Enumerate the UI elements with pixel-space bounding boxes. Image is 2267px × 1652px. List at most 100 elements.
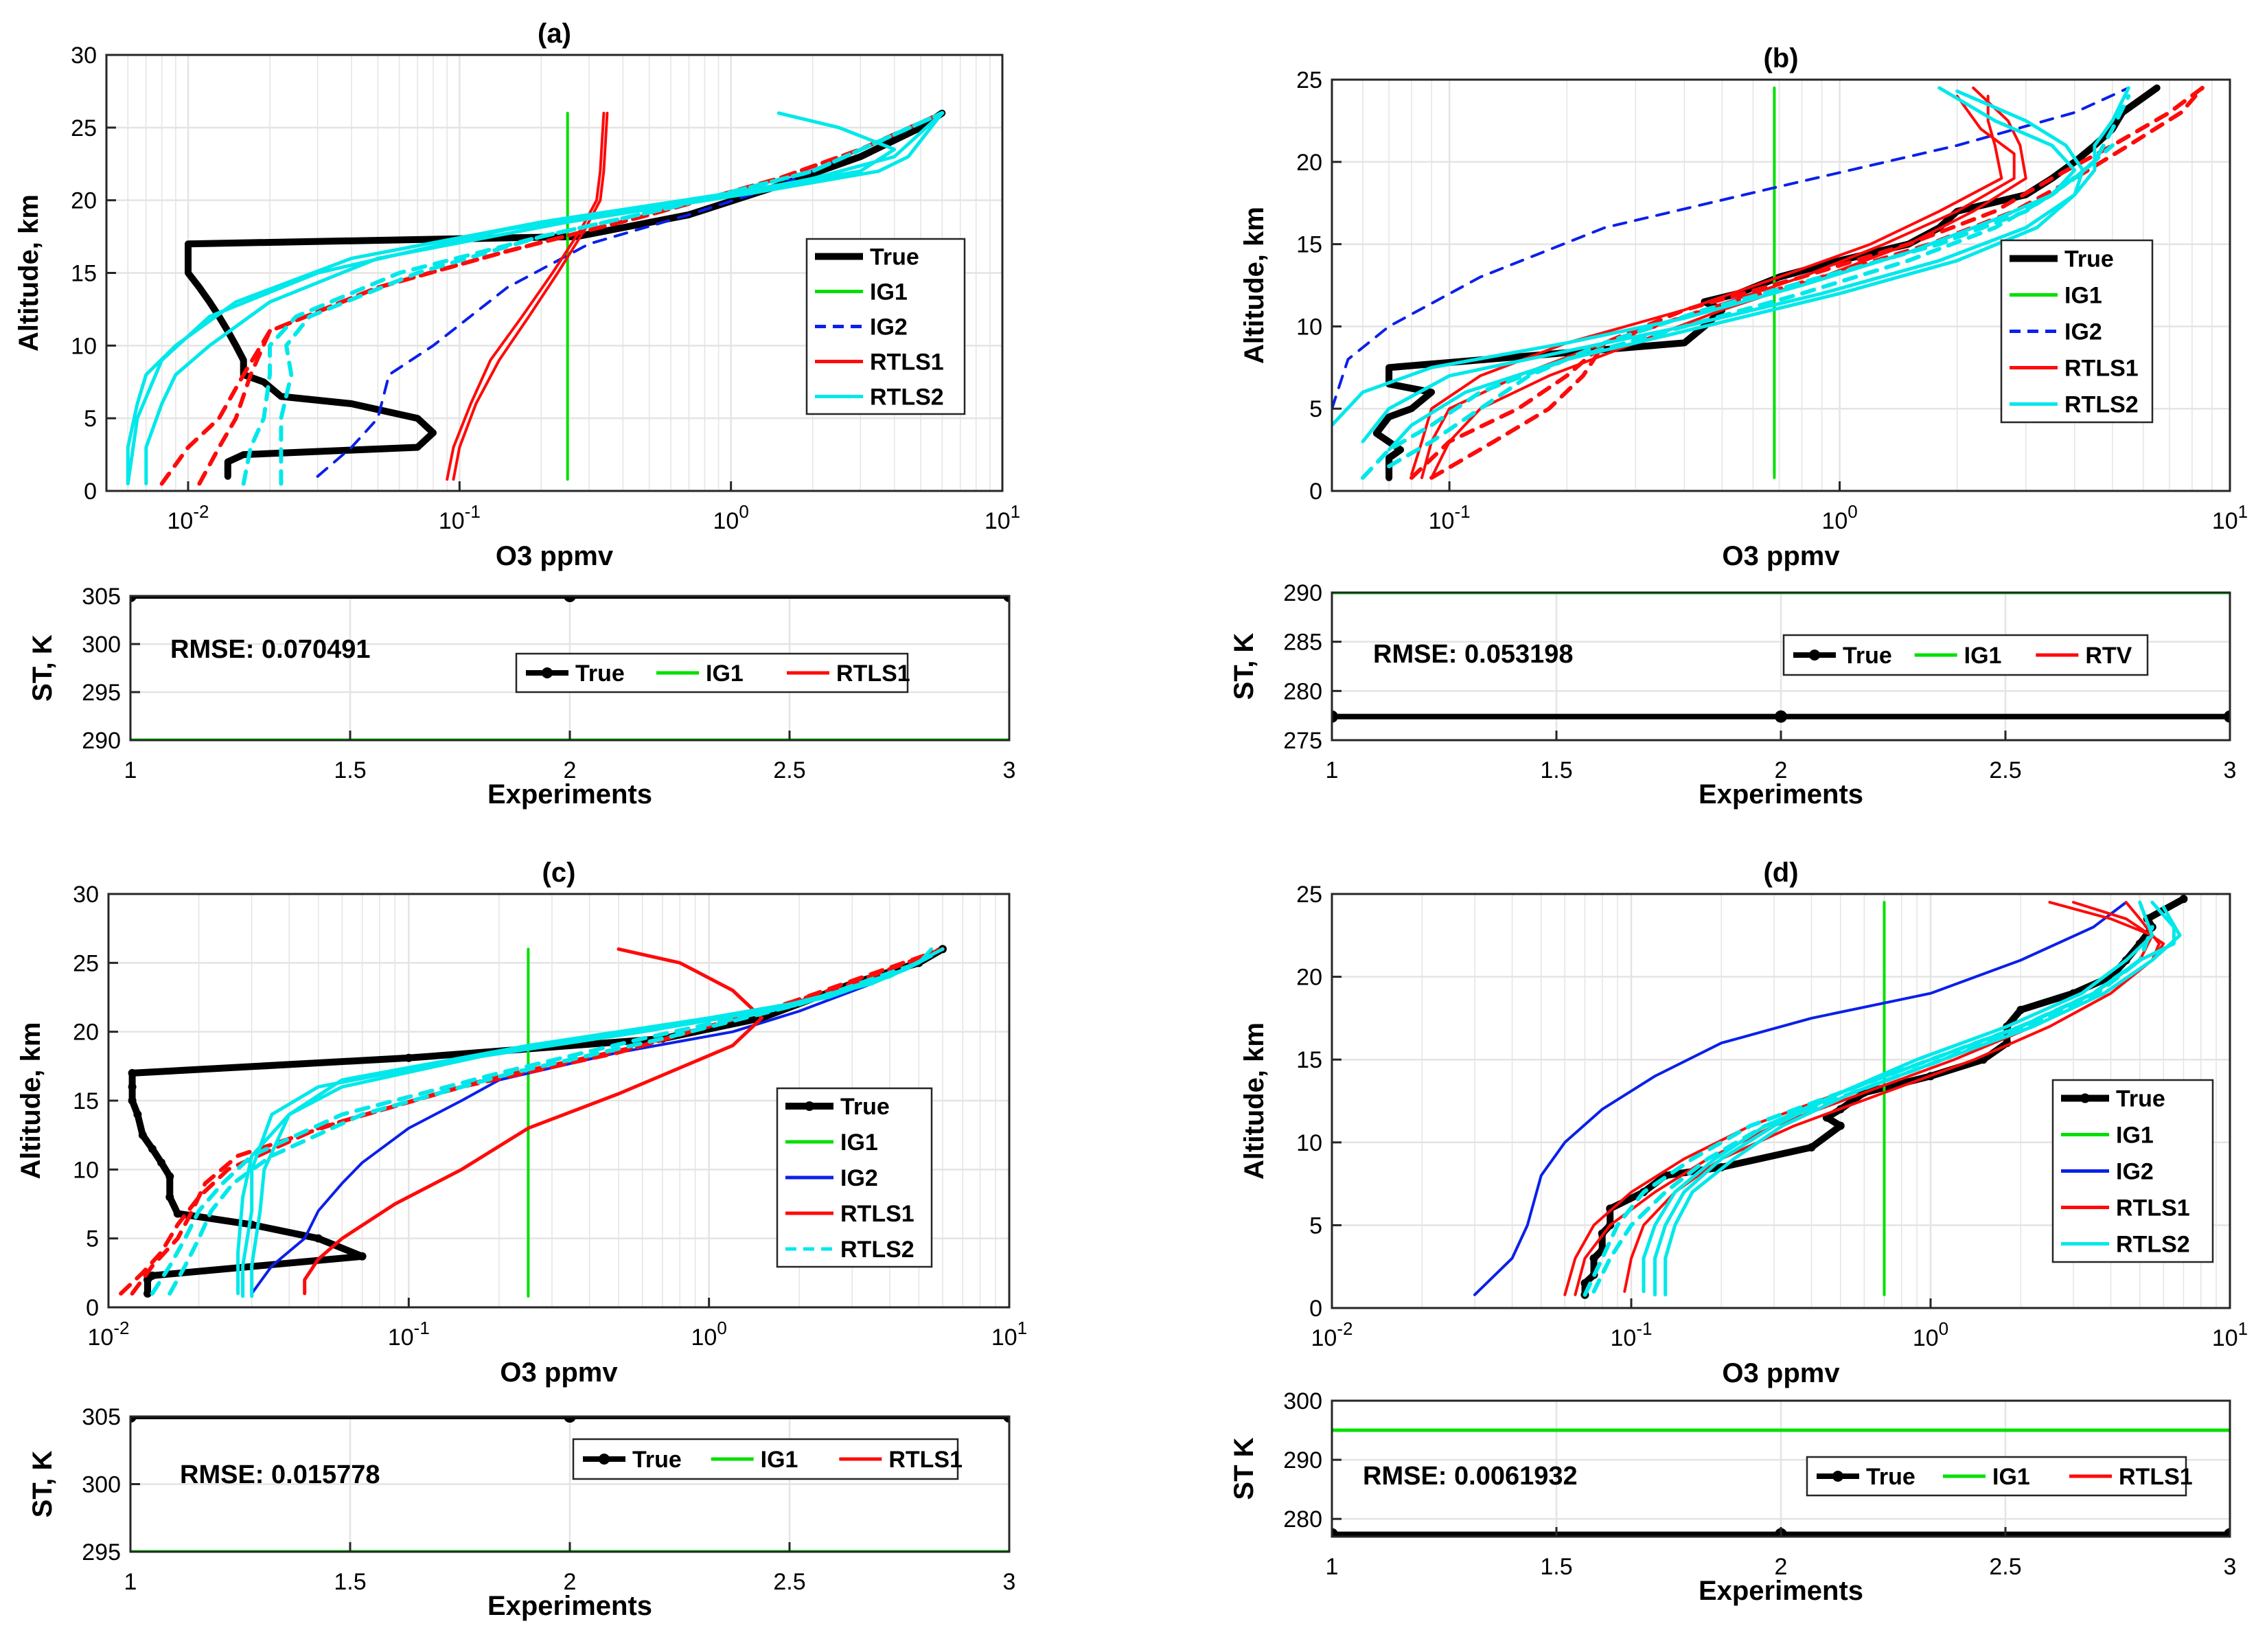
y-tick-label: 15 [1296,1047,1322,1073]
series-line-ig2 [250,948,944,1295]
panel-a2: 1 1.5 2 2.5 3 290 295 300 305 Experiments ST, K RMS… [27,584,1015,810]
legend-marker-true [599,1454,610,1465]
y-tick-label: 25 [73,950,99,976]
x-axis-label: Experiments [1699,779,1863,810]
data-point-true [1580,1278,1589,1287]
series-line-rtls1 [303,947,764,1296]
panel-title: (b) [1763,43,1798,73]
x-tick-label: 2.5 [1989,1554,2021,1580]
series-group [126,109,946,486]
x-tick-label: 101 [2212,1318,2248,1351]
legend-label-rtls2: RTLS2 [870,385,944,411]
y-tick-label: 5 [1309,1213,1322,1239]
x-tick-label: 100 [1821,501,1857,534]
legend-label-true: True [870,244,919,271]
legend-label-true: True [575,661,625,687]
y-tick-label: 25 [71,115,97,141]
legend-label-ig1: IG1 [2064,283,2102,309]
x-tick-label: 101 [2212,501,2248,534]
y-axis-label: Altitude, km [1239,1022,1269,1180]
y-tick-label: 10 [1296,314,1322,340]
panel-d: 10-2 10-1 100 101 0 5 10 15 20 25 O3 ppmv Altitude,… [1239,858,2248,1388]
x-axis-label: O3 ppmv [500,1357,618,1388]
y-tick-label: 0 [84,479,97,505]
legend-label-ig2: IG2 [2116,1159,2154,1185]
x-tick-label: 100 [713,501,749,534]
series-line-rtls2 [126,111,897,485]
series-group [1332,84,2205,481]
series-group [119,945,947,1298]
x-tick-label: 100 [1913,1318,1948,1351]
legend-label-rtls1: RTLS1 [2116,1195,2190,1221]
x-tick-label: 1 [1326,757,1339,783]
legend-label-rtls1: RTLS1 [836,661,910,687]
rmse-annotation: RMSE: 0.0061932 [1363,1462,1578,1491]
y-tick-label: 285 [1283,630,1322,656]
series-line-rtls2 [1591,958,2142,1294]
data-point-true [1807,1143,1816,1152]
y-tick-label: 30 [71,43,97,69]
y-axis-label: Altitude, km [16,1022,46,1180]
y-tick-label: 305 [82,584,121,610]
panel-b2: 1 1.5 2 2.5 3 275 280 285 290 Experiments ST, K RMS… [1229,580,2236,810]
data-point-true [2179,895,2188,904]
legend-label-rtv: RTV [2085,643,2132,669]
data-point-true [358,1252,367,1261]
data-point-true [564,1416,576,1423]
y-tick-label: 15 [71,261,97,287]
y-tick-label: 10 [71,333,97,359]
y-tick-label: 300 [82,632,121,658]
panel-title: (a) [538,19,571,49]
legend-box [1782,634,2149,676]
panel-title: (d) [1763,858,1798,888]
series-line-rtls1 [1574,901,2165,1296]
x-axis-label: Experiments [1699,1576,1863,1606]
x-tick-label: 1.5 [1540,757,1572,783]
x-axis-label: O3 ppmv [1722,541,1840,571]
legend-label-ig1: IG1 [840,1129,878,1156]
y-tick-label: 290 [1283,1447,1322,1473]
x-tick-label: 10-1 [1611,1318,1653,1351]
x-tick-label: 2.5 [773,757,805,783]
x-axis-label: O3 ppmv [496,541,614,571]
y-tick-label: 20 [1296,150,1322,176]
data-point-true [564,596,576,602]
y-tick-label: 20 [1296,965,1322,991]
y-tick-label: 0 [1309,479,1322,505]
legend-label-true: True [840,1094,890,1120]
y-tick-label: 295 [82,680,121,706]
legend-marker-true [542,667,553,678]
series-line-rtls2 [150,967,908,1296]
legend: True IG1 RTLS1 [1806,1456,2193,1497]
y-axis-label: ST, K [1229,632,1259,700]
x-tick-label: 2.5 [1989,757,2021,783]
data-point-true [173,1209,182,1218]
legend-label-true: True [1866,1464,1915,1490]
data-point-true [1003,596,1009,602]
axes-box [1331,78,2231,492]
y-axis-label: ST, K [27,634,58,702]
series-line-rtls2 [168,961,921,1296]
y-axis-label: ST, K [27,1450,58,1517]
x-tick-label: 1 [124,757,137,783]
series-group [1473,895,2188,1299]
legend-box [572,1438,959,1480]
legend: True IG1 RTV [1782,634,2149,676]
x-tick-label: 1.5 [334,757,366,783]
y-tick-label: 275 [1283,728,1322,754]
series-line-rtls2 [144,111,944,485]
panel-c2: 1 1.5 2 2.5 3 295 300 305 Experiments ST, K RMSE: … [27,1404,1015,1621]
legend: True IG1 RTLS1 [515,652,910,693]
legend-label-ig2: IG2 [870,314,908,341]
legend: True IG1 IG2 RTLS1 RTLS2 [2000,239,2154,424]
x-tick-label: 10-2 [1311,1318,1353,1351]
legend-label-ig1: IG1 [2116,1123,2154,1149]
y-tick-label: 280 [1283,678,1322,704]
series-line-rtls1 [1623,901,2161,1293]
x-tick-label: 2 [564,757,577,783]
data-point-true [1589,1254,1598,1263]
y-tick-label: 25 [1296,67,1322,93]
y-tick-label: 30 [73,882,99,908]
x-tick-label: 3 [1003,757,1016,783]
